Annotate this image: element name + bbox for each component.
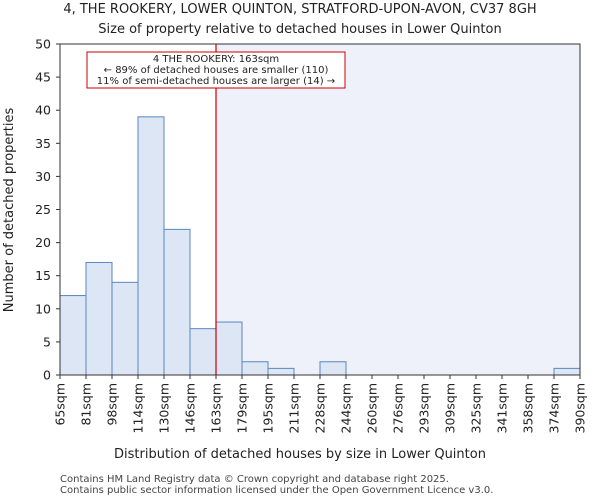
y-axis-label: Number of detached properties [2, 108, 17, 313]
y-tick-label: 45 [35, 70, 51, 85]
x-tick-label: 358sqm [521, 383, 536, 433]
y-tick-label: 5 [43, 334, 51, 349]
x-tick-label: 293sqm [417, 383, 432, 433]
x-tick-label: 146sqm [183, 383, 198, 433]
annotation-line-3: 11% of semi-detached houses are larger (… [97, 76, 335, 87]
x-tick-label: 179sqm [235, 383, 250, 433]
x-tick-label: 390sqm [573, 383, 588, 433]
y-tick-label: 40 [35, 103, 51, 118]
x-tick-label: 309sqm [443, 383, 458, 433]
x-tick-label: 98sqm [105, 383, 120, 426]
y-tick-label: 30 [35, 169, 51, 184]
x-tick-label: 211sqm [287, 383, 302, 433]
bar-179sqm [241, 361, 269, 376]
x-tick-label: 374sqm [547, 383, 562, 433]
x-tick-label: 260sqm [365, 383, 380, 433]
chart-subtitle: Size of property relative to detached ho… [98, 22, 501, 37]
bar-130sqm [163, 228, 191, 376]
y-tick-label: 20 [35, 235, 51, 250]
bar-146sqm [189, 328, 217, 376]
bar-81sqm [85, 261, 113, 376]
y-tick-label: 0 [43, 368, 51, 383]
bar-228sqm [319, 361, 347, 376]
bar-163sqm [215, 321, 243, 376]
x-tick-label: 130sqm [157, 383, 172, 433]
x-tick-label: 65sqm [53, 383, 68, 426]
x-tick-label: 195sqm [261, 383, 276, 433]
y-tick-label: 15 [35, 268, 51, 283]
bar-195sqm [267, 367, 295, 376]
bar-98sqm [111, 281, 139, 376]
x-tick-label: 228sqm [313, 383, 328, 433]
annotation-line-1: 4 THE ROOKERY: 163sqm [153, 54, 279, 65]
x-tick-label: 341sqm [495, 383, 510, 433]
footer-copyright: Contains HM Land Registry data © Crown c… [60, 474, 449, 485]
x-tick-label: 114sqm [131, 383, 146, 433]
x-tick-label: 163sqm [209, 383, 224, 433]
chart-title: 4, THE ROOKERY, LOWER QUINTON, STRATFORD… [63, 2, 536, 17]
x-axis-label: Distribution of detached houses by size … [114, 447, 486, 462]
annotation-frame [86, 51, 346, 89]
y-tick-label: 10 [35, 301, 51, 316]
x-tick-label: 244sqm [339, 383, 354, 433]
x-tick-label: 325sqm [469, 383, 484, 433]
y-tick-label: 50 [35, 37, 51, 52]
bar-374sqm [553, 367, 581, 376]
highlight-region [216, 44, 580, 375]
bar-65sqm [59, 295, 87, 376]
y-tick-label: 35 [35, 136, 51, 151]
bar-114sqm [137, 116, 165, 376]
x-tick-label: 81sqm [79, 383, 94, 426]
annotation-line-2: ← 89% of detached houses are smaller (11… [104, 65, 329, 76]
annotation-box: 4 THE ROOKERY: 163sqm ← 89% of detached … [86, 51, 346, 89]
footer-licence: Contains public sector information licen… [60, 485, 494, 496]
y-tick-label: 25 [35, 202, 51, 217]
x-tick-label: 276sqm [391, 383, 406, 433]
